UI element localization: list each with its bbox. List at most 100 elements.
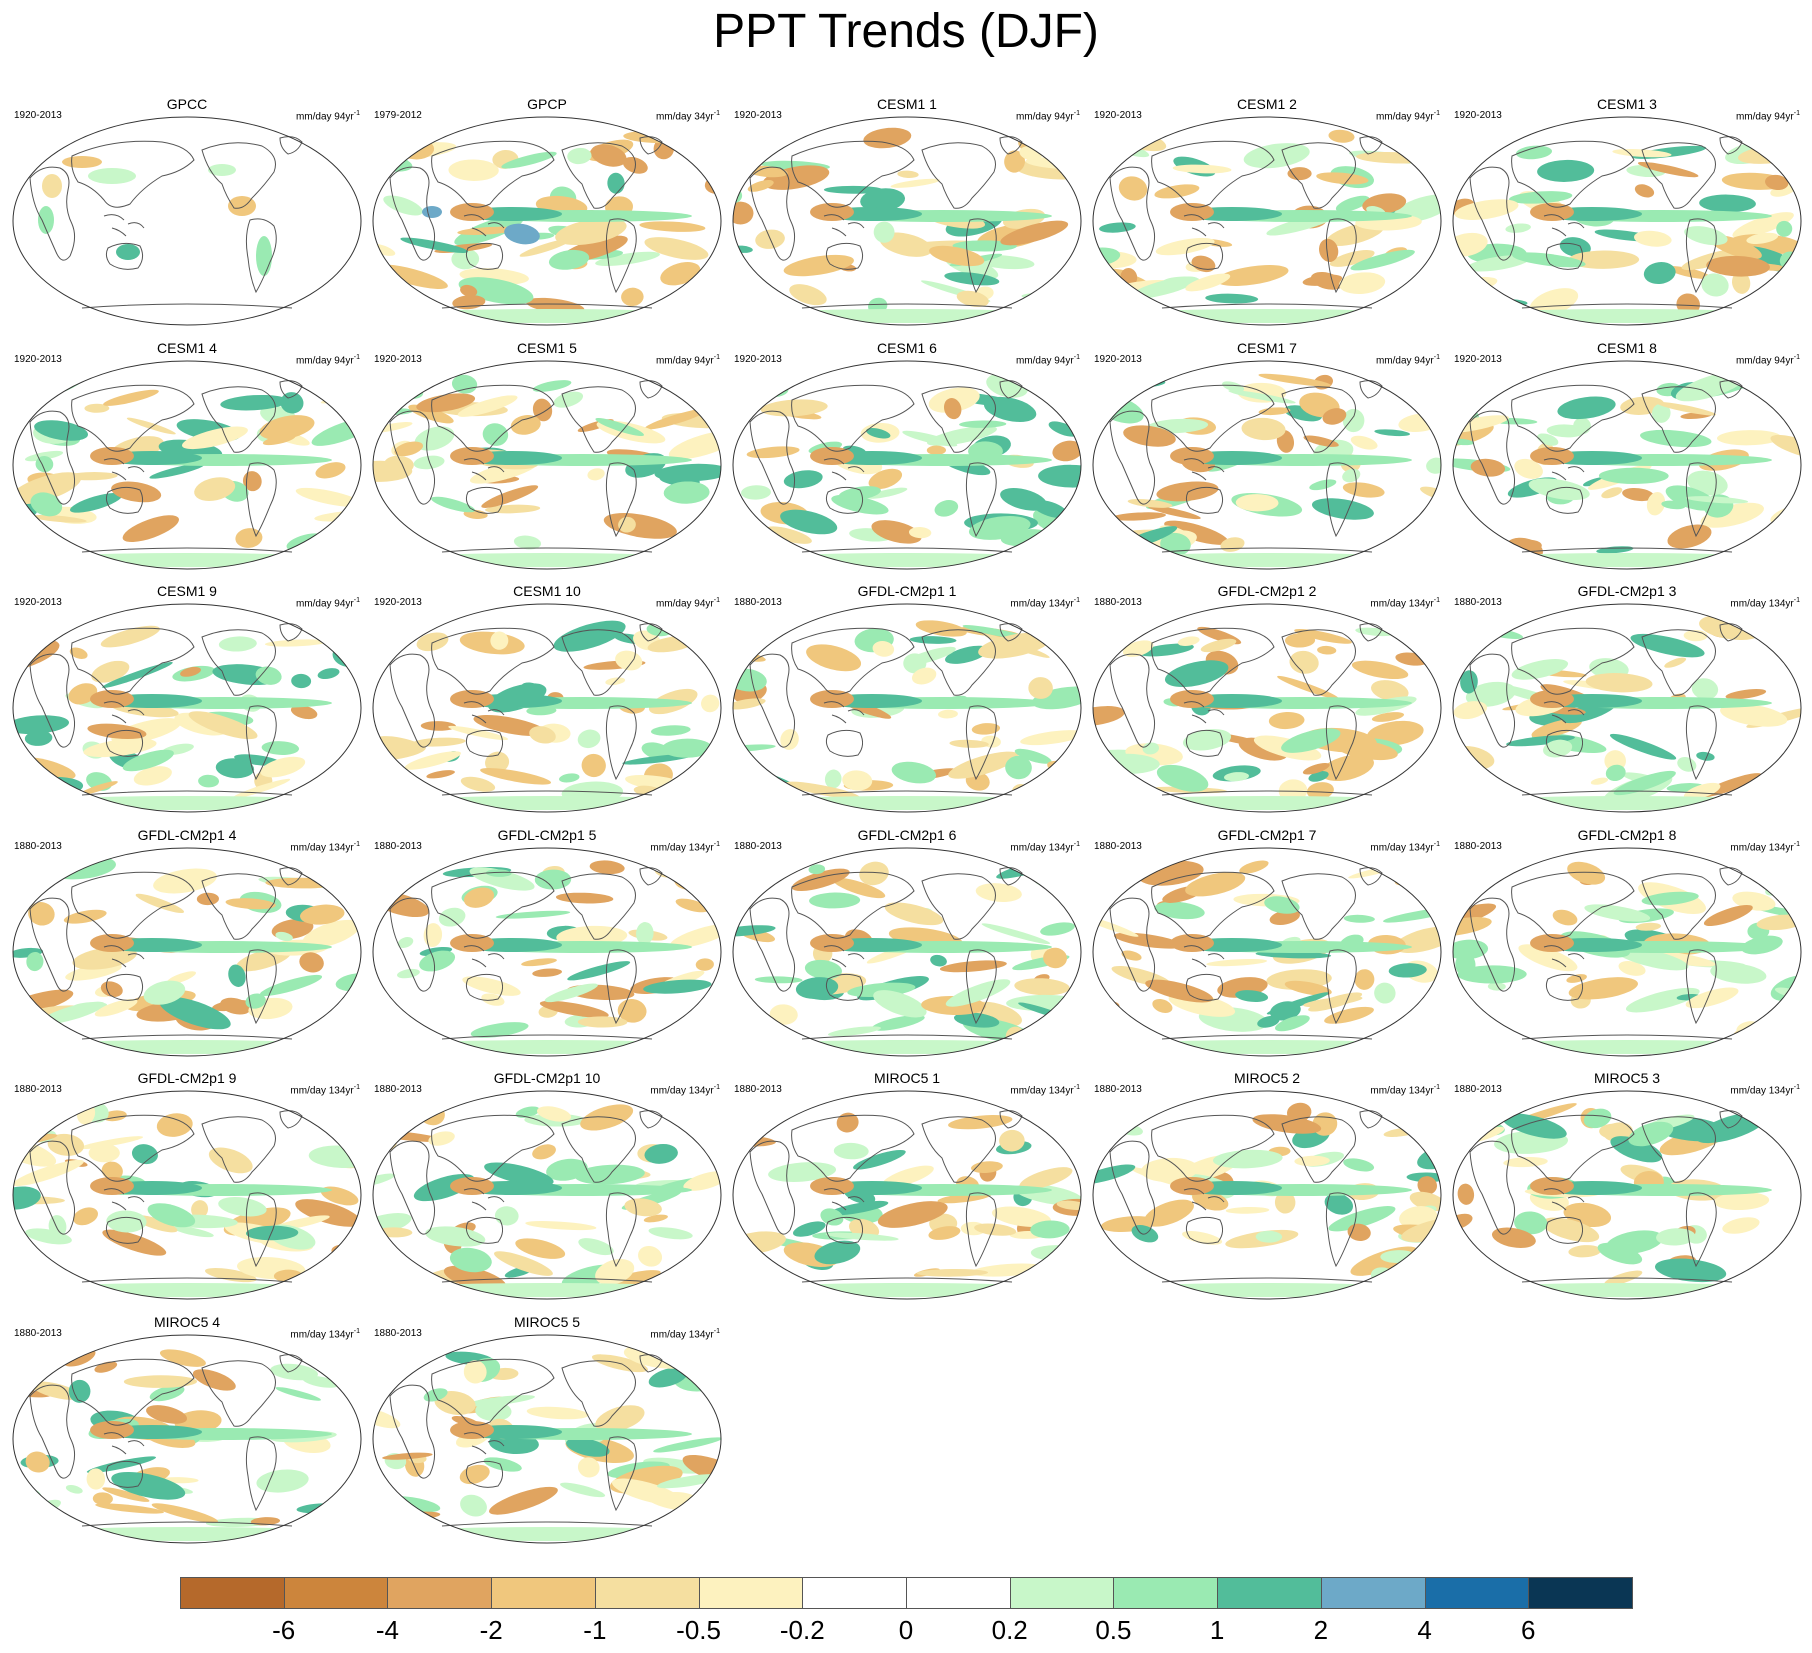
colorbar-cell <box>1009 1577 1115 1609</box>
trend-patch <box>70 492 123 513</box>
coastline <box>1469 136 1743 309</box>
coastline-segment <box>71 627 195 695</box>
trend-patch <box>639 221 706 232</box>
coastline-segment <box>1511 871 1635 939</box>
colorbar-cell <box>1217 1577 1322 1609</box>
colorbar-cell <box>283 1577 389 1609</box>
trend-patch <box>1014 748 1052 764</box>
coastline-segment <box>1151 871 1275 939</box>
trend-patch <box>872 641 895 657</box>
coastline-segment <box>1521 547 1733 552</box>
coastline-segment <box>1641 872 1716 940</box>
trend-patch <box>1390 1025 1427 1044</box>
trend-patch <box>681 861 721 883</box>
trend-patch <box>1302 762 1330 775</box>
trend-patch <box>1200 638 1237 653</box>
colorbar-cell <box>698 1577 804 1609</box>
trend-patch <box>1677 757 1697 772</box>
trend-patch <box>618 516 636 533</box>
trend-patch <box>956 290 989 308</box>
trend-patch <box>1122 640 1154 657</box>
trend-patch <box>484 1162 554 1187</box>
trend-patch <box>868 468 903 489</box>
trend-patch <box>1350 249 1415 271</box>
trend-patch <box>373 626 385 649</box>
trend-patch <box>42 174 62 198</box>
trend-patch <box>675 898 709 912</box>
trend-patch <box>377 781 422 793</box>
trend-patch <box>156 1113 193 1137</box>
coastline-segment <box>463 457 505 480</box>
trend-patch <box>40 1001 105 1024</box>
units-exponent: -1 <box>1073 353 1080 361</box>
coastline-segment <box>1545 1216 1584 1244</box>
trend-patch <box>747 1039 1067 1054</box>
coastline-segment <box>441 303 653 309</box>
trend-patch <box>1598 467 1669 484</box>
map-border <box>732 116 1082 326</box>
units-exponent: -1 <box>353 110 360 117</box>
trend-patch <box>1252 1114 1322 1134</box>
trend-patch <box>448 725 509 741</box>
coastline-segment <box>823 701 865 724</box>
map-border <box>1452 847 1802 1056</box>
coastline-segment <box>561 385 636 453</box>
trend-patch <box>30 491 63 516</box>
coastline-segment <box>201 385 276 453</box>
trend-patch <box>747 552 1067 567</box>
trend-patch <box>1634 184 1655 198</box>
coastline-segment <box>103 701 145 724</box>
trend-patch <box>526 1406 589 1419</box>
trend-patch <box>1107 796 1427 810</box>
panel-period: 1880-2013 <box>14 1327 62 1339</box>
coastline-segment <box>1109 166 1156 261</box>
units-exponent: -1 <box>1793 1084 1800 1091</box>
trend-patch <box>1107 309 1427 323</box>
coastline-segment <box>1521 790 1733 796</box>
coastline-segment <box>245 948 277 1024</box>
trend-patch <box>981 922 1051 944</box>
panel-title: CESM1 10 <box>513 583 581 599</box>
trend-patch <box>1284 980 1332 996</box>
coastline-segment <box>1109 410 1156 505</box>
map-border <box>732 603 1082 813</box>
coastline-segment <box>103 944 145 967</box>
trend-patch <box>1717 429 1782 445</box>
trend-patch <box>733 1016 759 1034</box>
trend-patch <box>928 1226 961 1240</box>
trend-patch <box>24 730 53 746</box>
map-panel: MIROC5 4 1880-2013 mm/day 134yr-1 <box>6 1314 368 1552</box>
coastline-segment <box>825 729 864 757</box>
trend-patch <box>1264 895 1300 914</box>
trend-patch <box>733 1119 753 1127</box>
world-map <box>12 1090 362 1300</box>
panel-period: 1880-2013 <box>1094 1084 1142 1095</box>
panel-units: mm/day 94yr-1 <box>655 597 720 610</box>
panel-units: mm/day 134yr-1 <box>290 840 360 853</box>
trend-patch <box>1505 223 1531 233</box>
trend-patch <box>1634 230 1672 247</box>
trend-patch <box>1374 428 1411 436</box>
panel-units: mm/day 34yr-1 <box>655 110 720 123</box>
trend-patch <box>948 1115 1013 1130</box>
trend-patch <box>13 1516 41 1527</box>
trend-patch <box>383 195 423 216</box>
coastline <box>389 136 663 309</box>
trend-patch <box>83 738 157 758</box>
units-exponent: -1 <box>1793 110 1800 117</box>
trend-patch <box>1417 1176 1438 1195</box>
trend-patch <box>879 232 933 257</box>
panel-title: GFDL-CM2p1 1 <box>857 583 957 599</box>
units-exponent: -1 <box>713 353 720 361</box>
panel-title: CESM1 5 <box>517 339 577 356</box>
map-panel: MIROC5 1 1880-2013 mm/day 134yr-1 <box>726 1070 1088 1308</box>
trend-patch <box>866 427 891 438</box>
trend-patch <box>86 1467 106 1490</box>
trend-patch <box>1469 860 1496 883</box>
trend-patch <box>1294 628 1352 644</box>
map-panel: CESM1 5 1920-2013 mm/day 94yr-1 <box>366 340 728 578</box>
coastline-segment <box>389 653 436 748</box>
trend-patch <box>804 959 842 979</box>
trend-patch <box>1258 373 1331 386</box>
map-panel: GFDL-CM2p1 5 1880-2013 mm/day 134yr-1 <box>366 827 728 1065</box>
